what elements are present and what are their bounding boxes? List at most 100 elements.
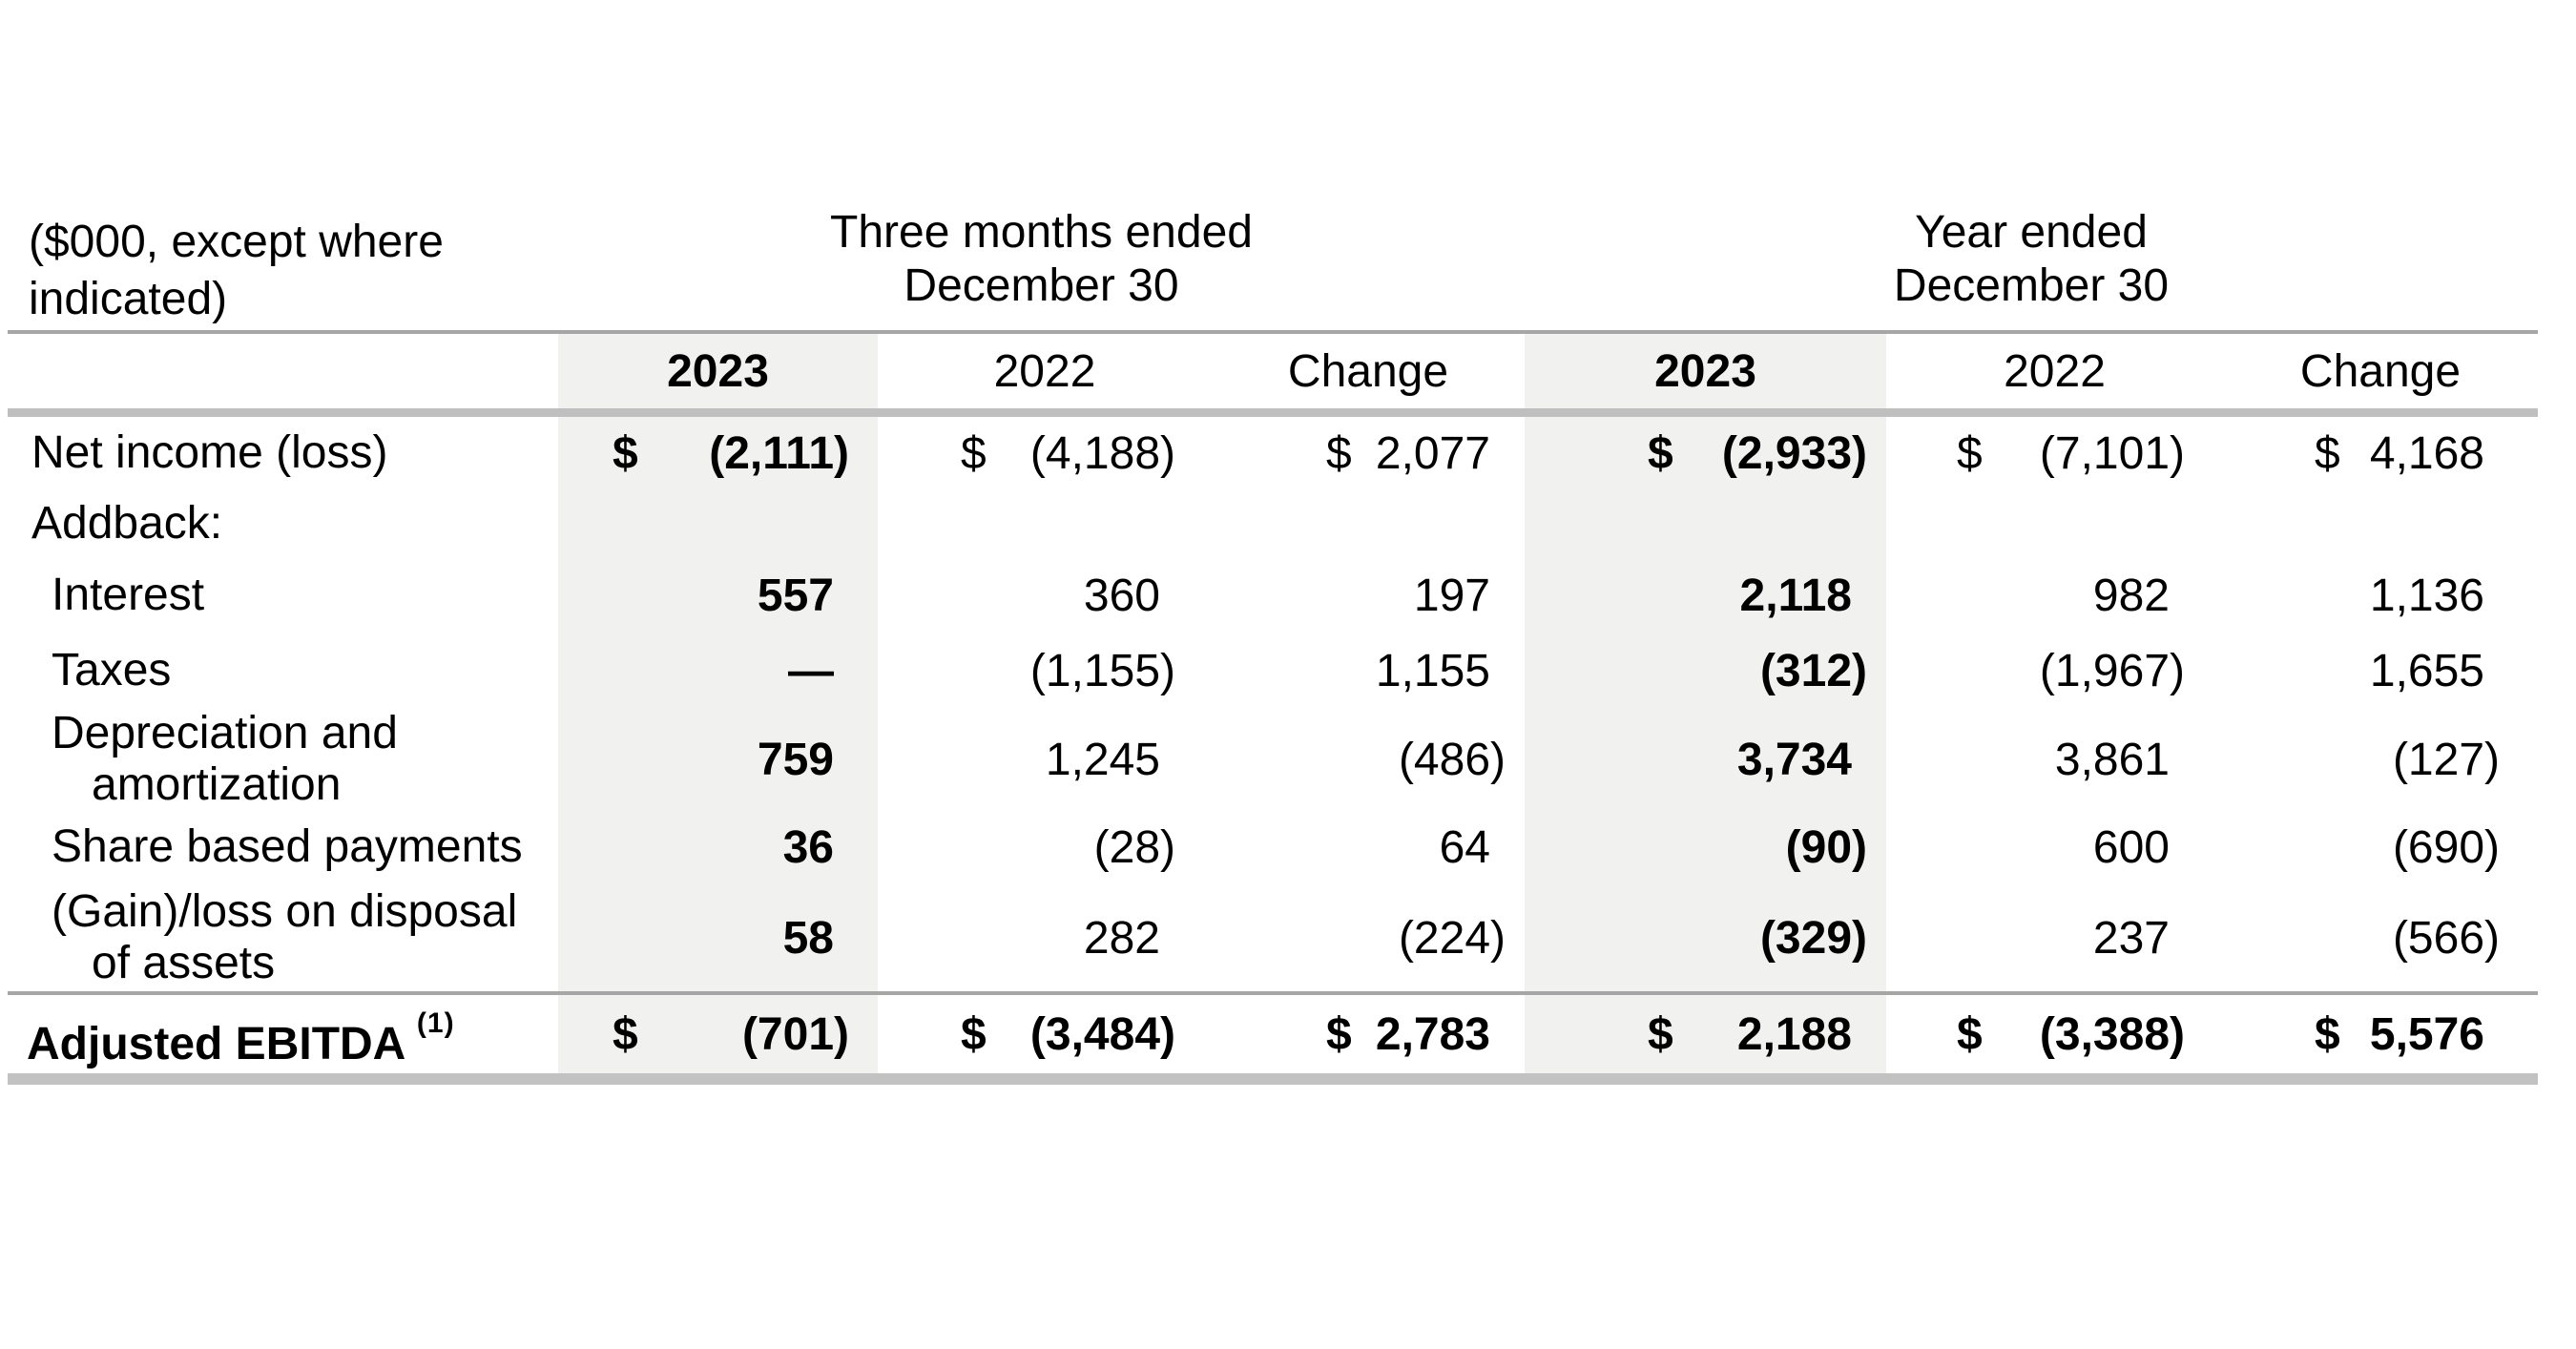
cell: (127) [2223, 734, 2538, 786]
cell: 3,861 [1886, 734, 2223, 786]
rule-bottom [8, 1073, 2538, 1085]
cell: (90) [1525, 821, 1886, 874]
row-label-line1: (Gain)/loss on disposal [52, 886, 518, 937]
table-row-share-based-payments: Share based payments 36 (28) 64 (90) 600… [8, 810, 2538, 884]
unit-note-line1: ($000, except where [29, 217, 444, 267]
row-label: Interest [52, 570, 205, 620]
cell-value: (312) [1759, 645, 1867, 696]
cell-value: (2,933) [1721, 427, 1867, 479]
dollar-sign: $ [613, 427, 638, 479]
row-label-text: Adjusted EBITDA [27, 1019, 405, 1069]
row-label-line2: amortization [92, 759, 342, 810]
row-label-line2: of assets [92, 938, 276, 988]
cell: $2,188 [1525, 1008, 1886, 1061]
column-header-y-2023: 2023 [1654, 345, 1756, 397]
cell: (486) [1212, 734, 1525, 786]
cell-value: 2,118 [1739, 570, 1852, 621]
dollar-sign: $ [1648, 427, 1673, 479]
cell-value: 58 [782, 912, 834, 964]
cell: 3,734 [1525, 734, 1886, 786]
dollar-sign: $ [2315, 1008, 2340, 1060]
cell-value: (1,155) [1029, 645, 1175, 696]
cell-value: (2,111) [709, 427, 849, 479]
shaded-column-2023-quarter [558, 334, 878, 1085]
column-header-q-2022: 2022 [993, 345, 1096, 397]
cell-value: 557 [757, 570, 834, 621]
table-grid: 2023 2022 Change 2023 2022 Change Net in… [8, 334, 2538, 1085]
cell: 36 [558, 821, 878, 874]
cell-value: 759 [757, 734, 834, 785]
table-row-taxes: Taxes — (1,155) 1,155 (312) (1,967) 1,65… [8, 633, 2538, 709]
group-header-year-ended: Year ended December 30 [1525, 206, 2538, 313]
cell-value: (3,484) [1029, 1008, 1175, 1060]
group-header-three-months: Three months ended December 30 [558, 206, 1525, 313]
cell-value: 1,245 [1045, 734, 1160, 785]
cell-value: 36 [782, 821, 834, 873]
cell: 197 [1212, 570, 1525, 622]
cell: (566) [2223, 912, 2538, 965]
cell-value: (7,101) [2039, 427, 2185, 479]
table-row-addback: Addback: [8, 489, 2538, 558]
cell: 982 [1886, 570, 2223, 622]
cell-value: 2,783 [1375, 1008, 1490, 1060]
cell: (329) [1525, 912, 1886, 965]
unit-note-line2: indicated) [29, 274, 228, 324]
cell-value: 237 [2092, 912, 2170, 964]
cell: (1,967) [1886, 645, 2223, 697]
dollar-sign: $ [1326, 1008, 1352, 1060]
dollar-sign: $ [961, 1008, 987, 1060]
cell: $ (3,484) [878, 1008, 1212, 1061]
cell: $ (2,933) [1525, 427, 1886, 480]
cell: 1,245 [878, 734, 1212, 786]
cell: 2,118 [1525, 570, 1886, 622]
cell-value: 1,136 [2369, 570, 2484, 621]
cell: 759 [558, 734, 878, 786]
cell-value: 1,155 [1375, 645, 1490, 696]
row-label: Taxes [52, 645, 172, 695]
table-row-depreciation-amortization: Depreciation and amortization 759 1,245 (… [8, 708, 2538, 810]
group2-line1: Year ended [1915, 207, 2148, 258]
group2-line2: December 30 [1893, 260, 2170, 311]
cell-value: 1,655 [2369, 645, 2484, 696]
cell-value: (224) [1398, 912, 1506, 964]
ebitda-reconciliation-table: ($000, except where indicated) Three mon… [8, 0, 2538, 1085]
cell: $ (2,111) [558, 427, 878, 480]
shaded-column-2023-year [1525, 334, 1886, 1085]
dollar-sign: $ [1648, 1008, 1673, 1060]
table-row-interest: Interest 557 360 197 2,118 982 1,136 [8, 558, 2538, 633]
table-row-adjusted-ebitda: Adjusted EBITDA (1) $ (701) $ (3,484) $2,7… [8, 995, 2538, 1073]
rule-top [8, 330, 2538, 334]
table-row-gain-loss-disposal: (Gain)/loss on disposal of assets 58 282 … [8, 884, 2538, 991]
cell-value: (701) [741, 1008, 849, 1060]
cell-value: 2,077 [1375, 427, 1490, 479]
dollar-sign: $ [1957, 1008, 1983, 1060]
cell-value: 5,576 [2369, 1008, 2484, 1060]
cell-value: 4,168 [2369, 427, 2484, 479]
cell: (312) [1525, 645, 1886, 697]
cell-value: 2,188 [1736, 1008, 1852, 1060]
cell: (224) [1212, 912, 1525, 965]
cell: 64 [1212, 821, 1525, 874]
cell-value: (3,388) [2039, 1008, 2185, 1060]
cell-value: 64 [1439, 821, 1490, 873]
row-label: Net income (loss) [31, 427, 388, 478]
cell: (1,155) [878, 645, 1212, 697]
group1-line1: Three months ended [830, 207, 1253, 258]
rule-above-total [8, 991, 2538, 995]
row-label-line1: Depreciation and [52, 708, 398, 758]
cell-value: (1,967) [2039, 645, 2185, 696]
unit-note: ($000, except where indicated) [8, 214, 558, 328]
cell: $5,576 [2223, 1008, 2538, 1061]
column-header-y-2022: 2022 [2004, 345, 2106, 397]
cell-value: (90) [1785, 821, 1867, 873]
cell: 1,136 [2223, 570, 2538, 622]
cell: 237 [1886, 912, 2223, 965]
cell: $2,077 [1212, 427, 1525, 480]
cell: — [558, 645, 878, 697]
dollar-sign: $ [1957, 427, 1983, 479]
footnote-marker: (1) [416, 1007, 455, 1039]
column-header-row: 2023 2022 Change 2023 2022 Change [8, 334, 2538, 408]
cell: 282 [878, 912, 1212, 965]
column-header-y-change: Change [2299, 345, 2462, 397]
